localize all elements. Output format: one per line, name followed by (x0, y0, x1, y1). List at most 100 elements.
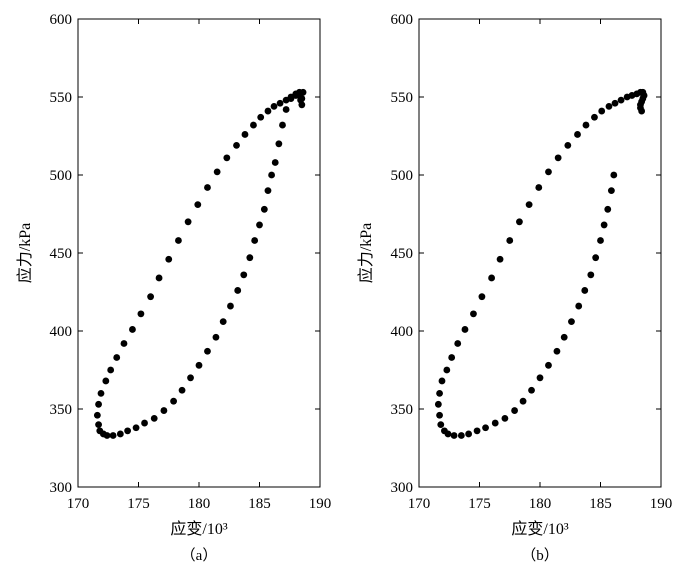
data-point (554, 154, 562, 162)
data-point (150, 414, 158, 422)
data-point (213, 168, 221, 176)
data-point (219, 318, 227, 326)
data-point (574, 131, 581, 138)
x-tick-label: 170 (67, 496, 90, 512)
x-tick-label: 190 (309, 496, 332, 512)
data-point (482, 424, 489, 432)
data-point (246, 254, 254, 262)
y-tick-label: 300 (391, 480, 414, 496)
data-point (257, 113, 265, 121)
data-point (473, 427, 481, 435)
data-point (560, 333, 568, 341)
data-point (470, 310, 477, 318)
data-point (617, 96, 625, 104)
y-tick-label: 350 (50, 402, 73, 418)
data-point (160, 407, 168, 414)
data-point (212, 333, 220, 341)
data-point (528, 386, 535, 394)
data-point (638, 107, 646, 115)
x-axis-label-a: 应变/10³ (170, 519, 227, 538)
data-point (454, 340, 462, 347)
data-point (491, 419, 499, 427)
data-point (141, 419, 148, 427)
data-point (282, 96, 290, 104)
data-point (448, 354, 456, 361)
x-ticks-b: 170 175 180 185 190 (408, 19, 672, 512)
data-point (607, 187, 615, 195)
data-point (109, 432, 117, 439)
data-point (120, 340, 128, 347)
x-tick-label: 180 (188, 496, 211, 512)
data-point (251, 237, 259, 244)
data-point (519, 397, 527, 405)
data-point (102, 377, 110, 385)
data-point (178, 386, 186, 394)
data-point (113, 354, 121, 361)
data-point (582, 121, 590, 129)
data-point (457, 432, 465, 439)
data-point (610, 171, 618, 179)
y-axis-label-b: 应力/kPa (356, 223, 375, 283)
data-point (545, 168, 552, 176)
panel-label-b: （b） (521, 547, 559, 564)
data-point (525, 201, 533, 209)
y-tick-label: 500 (391, 168, 414, 184)
data-point (147, 293, 155, 301)
data-point (575, 302, 583, 310)
data-point (545, 361, 552, 369)
data-point (438, 377, 446, 385)
y-tick-label: 550 (391, 90, 414, 106)
data-point (107, 366, 115, 374)
data-point (256, 221, 263, 229)
data-point (282, 106, 290, 113)
y-tick-label: 300 (50, 480, 73, 496)
y-ticks-a: 300 350 400 450 500 550 600 (50, 12, 320, 496)
data-point (97, 390, 105, 397)
data-point (234, 287, 242, 294)
y-tick-label: 500 (50, 168, 73, 184)
data-point (581, 287, 589, 294)
data-point (124, 427, 132, 435)
data-point (268, 171, 275, 179)
data-point (129, 326, 136, 333)
data-point (488, 274, 495, 282)
y-tick-label: 350 (391, 402, 414, 418)
x-axis-label-b: 应变/10³ (511, 519, 568, 538)
data-point (279, 121, 286, 129)
chart-panel-b: 170 175 180 185 190 300 350 400 450 500 550 600 应变… (356, 12, 672, 564)
y-tick-label: 400 (391, 324, 414, 340)
data-point (195, 361, 203, 369)
data-point (204, 347, 211, 355)
x-ticks-a: 170 175 180 185 190 (67, 19, 332, 512)
data-point (227, 302, 234, 310)
data-point (93, 411, 101, 419)
data-point (436, 411, 443, 419)
data-point (496, 255, 504, 263)
data-point (155, 274, 163, 282)
plot-frame-a (77, 18, 321, 488)
data-point (275, 140, 283, 148)
data-point (276, 99, 284, 107)
data-point (461, 326, 469, 333)
data-point (204, 184, 211, 191)
y-tick-label: 450 (50, 246, 73, 262)
data-point (260, 205, 268, 213)
data-points-b (434, 88, 648, 439)
plot-frame-b (418, 18, 662, 488)
data-point (137, 310, 145, 318)
data-point (436, 390, 443, 397)
data-point (250, 121, 257, 129)
data-point (506, 237, 514, 244)
data-point (194, 201, 202, 209)
data-point (241, 131, 249, 138)
y-ticks-b: 300 350 400 450 500 550 600 (391, 12, 661, 496)
data-point (443, 366, 451, 374)
data-point (170, 397, 177, 405)
data-point (568, 318, 575, 326)
data-point (478, 293, 486, 301)
x-tick-label: 170 (408, 496, 431, 512)
data-point (592, 254, 600, 262)
data-point (535, 184, 543, 191)
x-tick-label: 175 (468, 496, 491, 512)
data-point (441, 427, 448, 435)
